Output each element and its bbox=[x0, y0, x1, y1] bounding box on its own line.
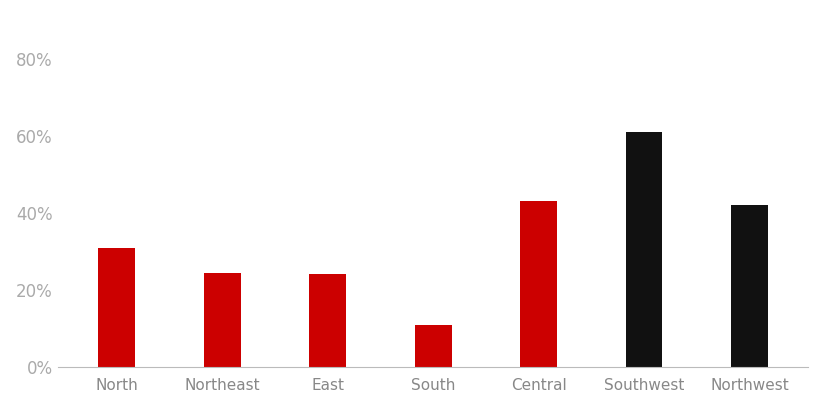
Bar bbox=[309, 274, 347, 367]
Bar bbox=[98, 248, 136, 367]
Bar bbox=[204, 273, 241, 367]
Bar bbox=[520, 201, 557, 367]
Bar bbox=[415, 324, 451, 367]
Bar bbox=[626, 132, 662, 367]
Bar bbox=[731, 205, 768, 367]
